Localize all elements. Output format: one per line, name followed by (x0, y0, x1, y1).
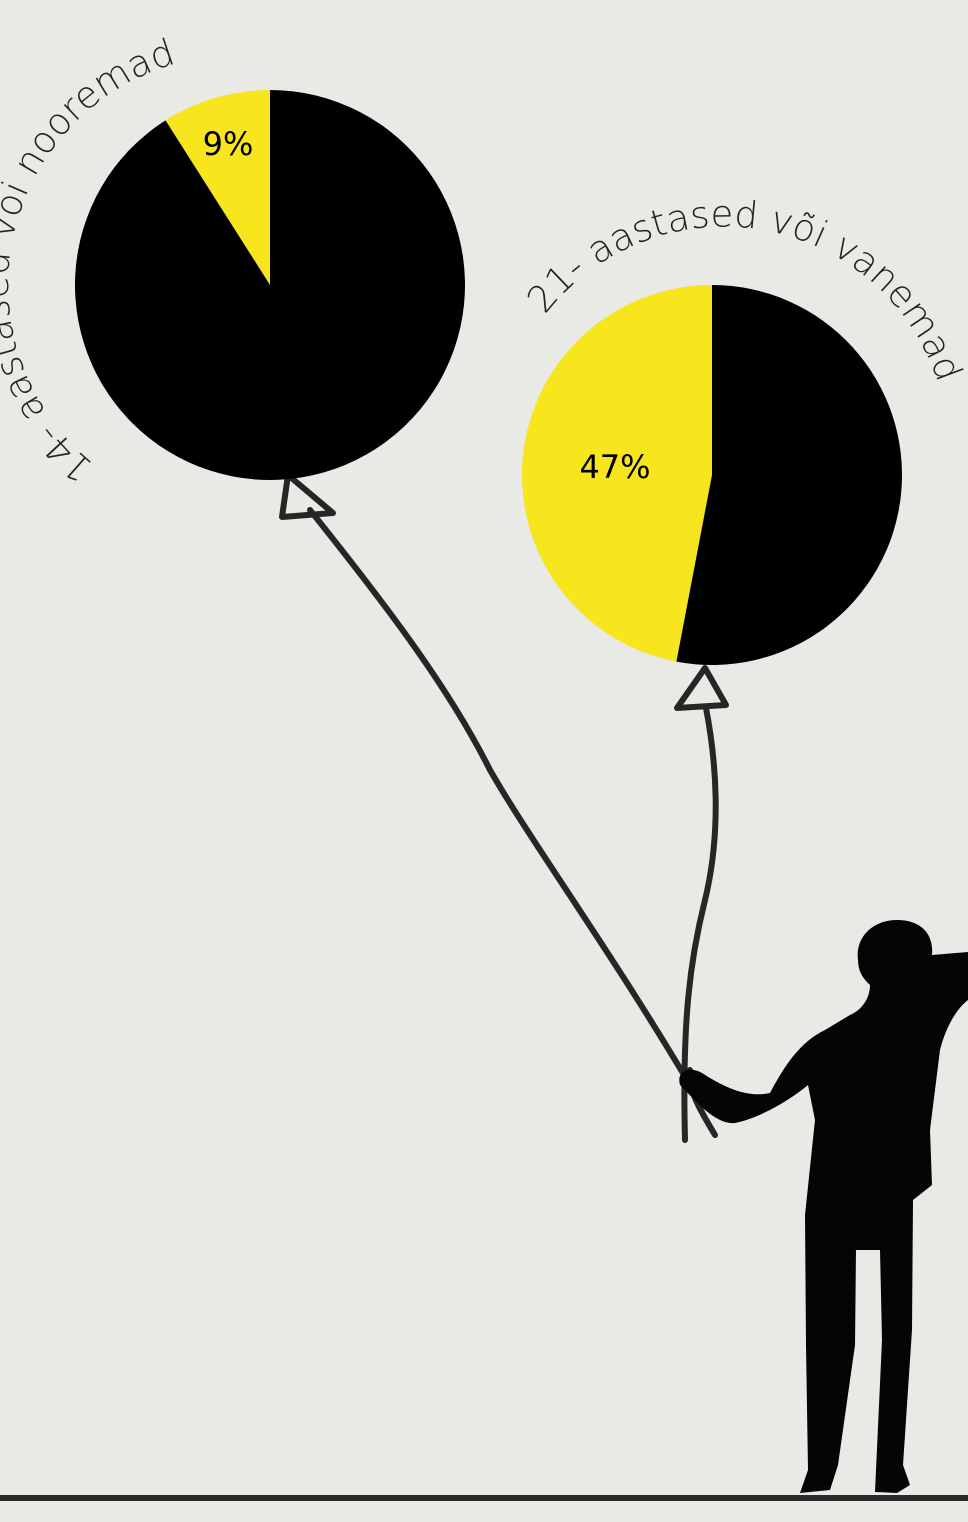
pie-slice-0-1 (75, 90, 466, 481)
pie-slice-1-0 (521, 285, 712, 662)
pie-value-label-older: 47% (579, 448, 650, 486)
balloon-strings (279, 472, 729, 1143)
string-left (307, 507, 693, 1088)
balloon-knot-right (674, 665, 729, 711)
string-right (681, 705, 719, 1143)
pie-chart-young (75, 90, 466, 481)
pie-slice-1-1 (676, 285, 902, 666)
balloon-knot-left (279, 472, 336, 520)
pie-chart-older (521, 285, 902, 666)
person-body (679, 920, 968, 1493)
pie-value-label-young: 9% (203, 125, 254, 163)
pie-slice-0-0 (165, 90, 270, 285)
person-silhouette (679, 920, 968, 1493)
